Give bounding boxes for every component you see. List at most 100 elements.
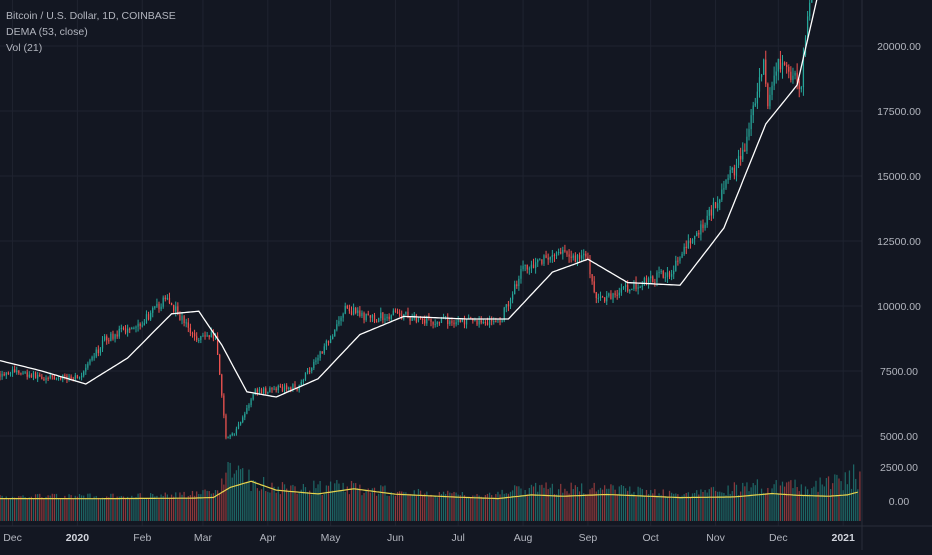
dema-indicator-label[interactable]: DEMA (53, close) [6, 26, 88, 38]
candle-body [32, 372, 35, 378]
candle-body [198, 340, 200, 342]
candle-body [698, 232, 700, 235]
volume-bar [662, 489, 664, 521]
time-axis[interactable]: Dec 2020 Feb Mar Apr May Jun Jul Aug Sep Oct Nov Dec… [3, 532, 855, 544]
volume-bar [133, 497, 135, 521]
volume-bar [794, 479, 796, 521]
volume-bar [380, 485, 382, 521]
volume-bar [673, 493, 675, 521]
volume-bar [135, 496, 137, 521]
volume-bar [298, 492, 300, 521]
volume-bar [143, 498, 145, 521]
candle-body [796, 72, 798, 82]
candle-body [327, 340, 330, 343]
volume-bar [505, 493, 507, 521]
candle-body [601, 296, 604, 298]
candle-body [179, 314, 181, 321]
volume-bar [472, 495, 474, 521]
candle-body [735, 165, 738, 176]
volume-bar [64, 495, 66, 521]
candle-body [39, 374, 41, 377]
volume-bar [150, 493, 152, 521]
volume-bar [304, 487, 307, 521]
volume-bar [53, 494, 56, 521]
candle-body [654, 282, 656, 284]
candle-body [219, 354, 221, 375]
candle-body [355, 307, 357, 313]
candle-body [319, 351, 321, 358]
volume-bar [173, 496, 175, 521]
volume-bar [601, 489, 604, 521]
volume-bar [790, 480, 792, 521]
volume-bar [557, 489, 560, 521]
volume-bar [332, 490, 334, 521]
symbol-title[interactable]: Bitcoin / U.S. Dollar, 1D, COINBASE [6, 10, 176, 22]
candle-body [633, 281, 635, 289]
volume-bar [777, 493, 779, 521]
volume-bar [55, 493, 58, 521]
candle-body [752, 105, 754, 116]
volume-bar [786, 482, 788, 521]
candle-body [537, 259, 539, 263]
candle-body [99, 348, 102, 354]
candle-body [765, 59, 767, 84]
volume-bar [704, 490, 706, 521]
volume-bar [359, 484, 361, 521]
candle-body [248, 405, 250, 409]
volume-bar [430, 494, 432, 521]
candle-body [650, 276, 652, 279]
candle-body [290, 387, 292, 390]
candle-body [124, 328, 127, 333]
volume-bar [26, 498, 28, 521]
candle-body [294, 384, 296, 388]
volume-bar [103, 497, 106, 521]
volume-bar [72, 498, 74, 521]
candle-body [574, 255, 576, 262]
volume-bar [181, 494, 183, 521]
volume-bar [532, 486, 535, 521]
volume-bar [141, 497, 143, 521]
candle-body [409, 316, 411, 321]
volume-bar [633, 491, 635, 521]
candle-body [70, 376, 72, 379]
candle-body [181, 316, 183, 321]
volume-bar [116, 496, 118, 521]
volume-bar [300, 489, 302, 521]
volume-bar [501, 489, 503, 521]
volume-bar [118, 496, 120, 521]
time-tick-label: Mar [194, 532, 213, 544]
candle-body [499, 320, 501, 323]
candle-body [526, 264, 528, 270]
volume-bar [62, 498, 64, 521]
volume-bar [175, 492, 177, 521]
candle-body [11, 369, 14, 374]
volume-bar [731, 491, 733, 521]
candle-body [216, 336, 219, 355]
candle-body [524, 264, 526, 266]
volume-bar [781, 481, 784, 521]
price-tick-label: 12500.00 [877, 236, 921, 248]
candle-body [677, 260, 679, 262]
volume-bar [440, 493, 443, 521]
candle-body [120, 327, 122, 329]
price-axis[interactable]: 5000.00 7500.00 10000.00 12500.00 15000.00 17… [877, 0, 921, 443]
volume-indicator-label[interactable]: Vol (21) [6, 42, 43, 54]
volume-bar [447, 490, 449, 521]
volume-bar [3, 498, 5, 521]
volume-bar [771, 488, 773, 521]
candle-body [110, 333, 112, 342]
volume-bar [83, 495, 85, 521]
candle-body [334, 329, 336, 337]
candle-body [455, 322, 457, 325]
candle-body [474, 320, 476, 322]
volume-bar [409, 494, 411, 521]
volume-bar [553, 494, 556, 521]
volume-bar [746, 482, 748, 521]
volume-bar [687, 492, 689, 521]
candle-body [118, 328, 120, 337]
candle-body [20, 373, 22, 375]
candle-body [612, 293, 614, 300]
candle-body [91, 356, 93, 361]
